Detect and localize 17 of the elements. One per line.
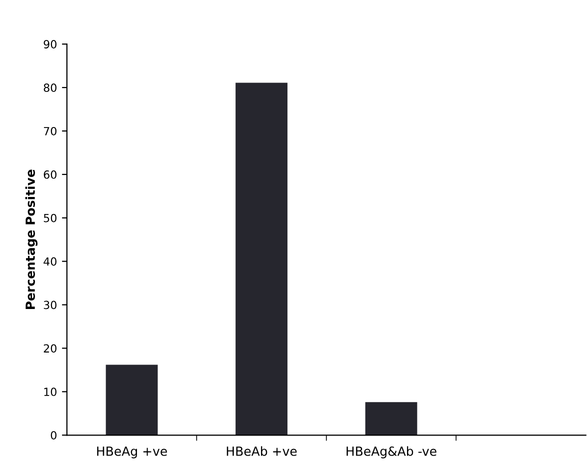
bar	[236, 82, 288, 436]
y-tick-label: 80	[44, 84, 56, 92]
bar	[365, 402, 418, 436]
y-tick-label: 10	[44, 388, 56, 396]
x-tick-label: HBeAb +ve	[226, 446, 297, 456]
y-tick-label: 0	[50, 431, 56, 440]
y-tick-label: 40	[44, 257, 56, 266]
x-tick-label: HBeAg&Ab -ve	[346, 446, 436, 458]
y-tick-label: 90	[44, 40, 56, 48]
y-tick-label: 20	[44, 344, 56, 353]
x-tick-label: HBeAg +ve	[97, 446, 167, 458]
bar	[106, 364, 158, 436]
y-tick-label: 60	[44, 170, 56, 179]
y-axis-title: Percentage Positive	[25, 170, 38, 310]
y-tick-label: 70	[44, 126, 56, 136]
y-tick-label: 30	[44, 300, 56, 310]
y-tick-label: 50	[44, 214, 56, 222]
